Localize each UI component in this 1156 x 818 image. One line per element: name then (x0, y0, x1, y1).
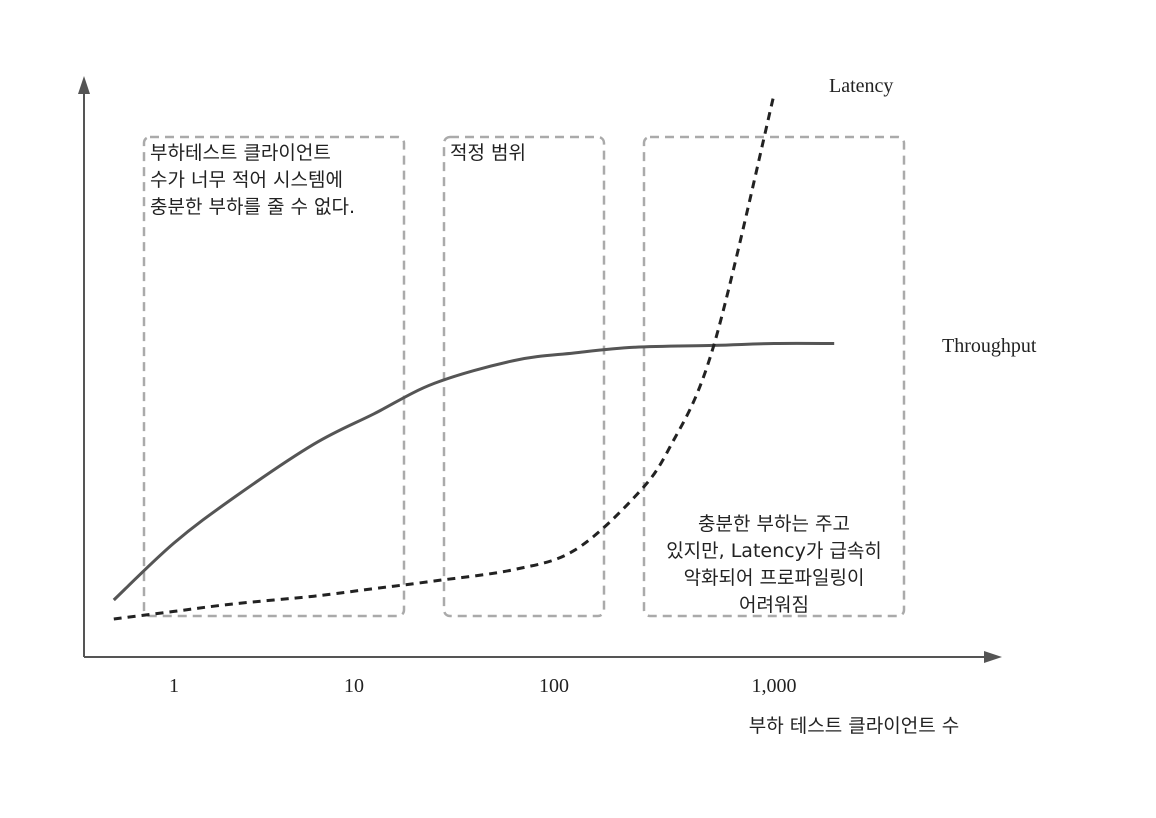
x-tick-label-100: 100 (539, 675, 569, 697)
x-axis-title: 부하 테스트 클라이언트 수 (749, 715, 959, 737)
zone-overload-line-1: 충분한 부하는 주고 (698, 513, 850, 535)
x-tick-label-10: 10 (344, 675, 364, 697)
latency-series-label: Latency (829, 75, 893, 97)
throughput-series-label: Throughput (942, 335, 1037, 357)
zone-overload-line-4: 어려워짐 (739, 594, 809, 616)
zone-overload-line-2: 있지만, Latency가 급속히 (666, 540, 882, 562)
x-tick-labels: 1 10 100 1,000 (169, 675, 797, 697)
zone-low-load-text: 부하테스트 클라이언트 수가 너무 적어 시스템에 충분한 부하를 줄 수 없다… (150, 142, 355, 218)
zone-low-load-line-3: 충분한 부하를 줄 수 없다. (150, 196, 355, 218)
zone-optimal-text: 적정 범위 (450, 142, 526, 164)
y-axis-arrow (78, 76, 90, 94)
x-axis-arrow (984, 651, 1002, 663)
zone-overload-box (642, 135, 906, 618)
x-tick-label-1000: 1,000 (752, 675, 797, 697)
zone-low-load-line-2: 수가 너무 적어 시스템에 (150, 169, 343, 191)
zone-overload-text: 충분한 부하는 주고 있지만, Latency가 급속히 악화되어 프로파일링이… (666, 513, 882, 616)
zone-low-load-box (142, 135, 406, 618)
axes (78, 76, 1002, 663)
x-tick-label-1: 1 (169, 675, 179, 697)
zone-optimal-box (442, 135, 606, 618)
zones (142, 135, 906, 618)
zone-low-load-line-1: 부하테스트 클라이언트 (150, 142, 331, 164)
zone-optimal-line-1: 적정 범위 (450, 142, 526, 164)
latency-curve (113, 94, 776, 621)
zone-overload-line-3: 악화되어 프로파일링이 (684, 567, 865, 589)
